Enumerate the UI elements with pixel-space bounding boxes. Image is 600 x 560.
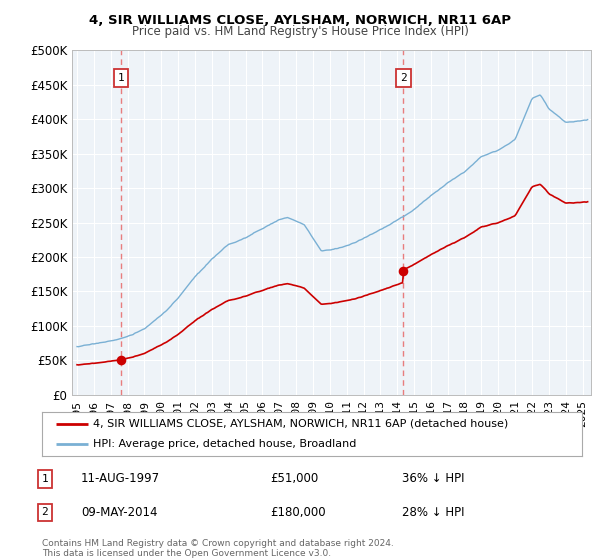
Text: Price paid vs. HM Land Registry's House Price Index (HPI): Price paid vs. HM Land Registry's House … [131,25,469,38]
Point [398,267,408,276]
Point [116,355,126,364]
Text: £180,000: £180,000 [270,506,326,519]
Text: £51,000: £51,000 [270,472,318,486]
Text: 36% ↓ HPI: 36% ↓ HPI [402,472,464,486]
Text: 4, SIR WILLIAMS CLOSE, AYLSHAM, NORWICH, NR11 6AP: 4, SIR WILLIAMS CLOSE, AYLSHAM, NORWICH,… [89,14,511,27]
Text: Contains HM Land Registry data © Crown copyright and database right 2024.
This d: Contains HM Land Registry data © Crown c… [42,539,394,558]
Text: HPI: Average price, detached house, Broadland: HPI: Average price, detached house, Broa… [94,439,356,449]
Text: 2: 2 [41,507,49,517]
Text: 28% ↓ HPI: 28% ↓ HPI [402,506,464,519]
Text: 11-AUG-1997: 11-AUG-1997 [81,472,160,486]
Text: 2: 2 [400,73,407,83]
Text: 09-MAY-2014: 09-MAY-2014 [81,506,157,519]
Text: 4, SIR WILLIAMS CLOSE, AYLSHAM, NORWICH, NR11 6AP (detached house): 4, SIR WILLIAMS CLOSE, AYLSHAM, NORWICH,… [94,419,509,429]
Text: 1: 1 [118,73,124,83]
Text: 1: 1 [41,474,49,484]
